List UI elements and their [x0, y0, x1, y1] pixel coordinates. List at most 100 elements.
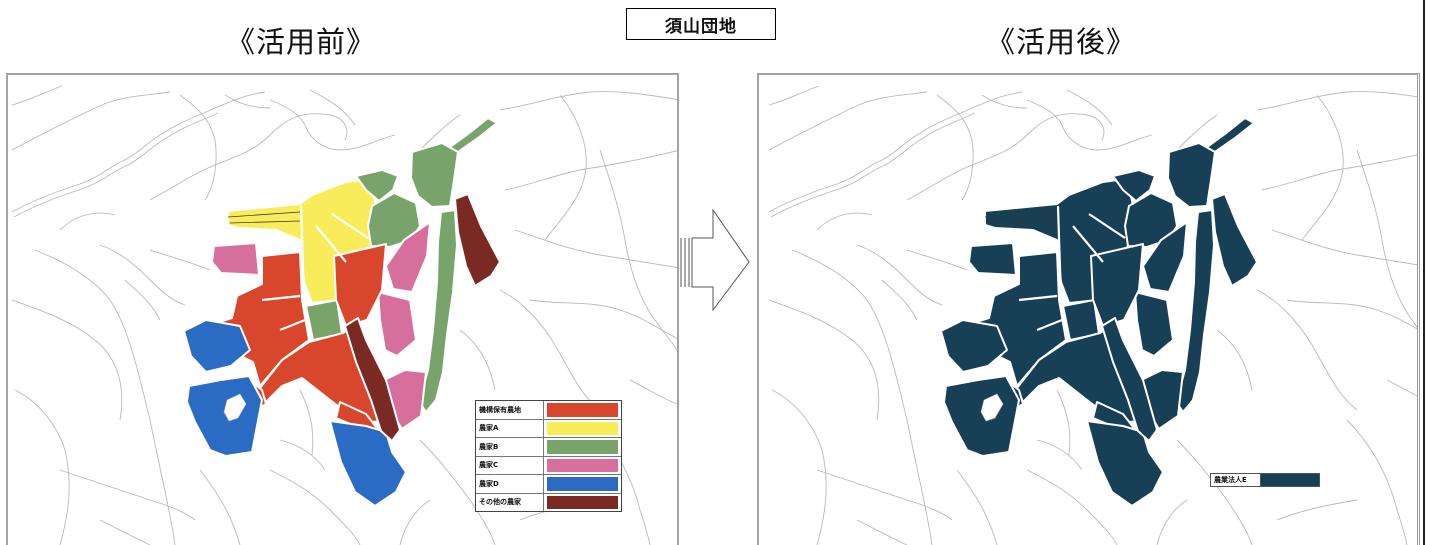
map-inner-road — [299, 205, 306, 301]
map-road-line — [1056, 389, 1071, 456]
page-edge-line — [1423, 0, 1425, 545]
parcel-farmer-b — [418, 209, 458, 413]
legend-row: その他の農家 — [476, 492, 621, 511]
map-road-line — [1386, 379, 1417, 397]
map-road-line — [149, 249, 211, 271]
map-after — [768, 85, 1417, 545]
parcel-farmer-d — [186, 375, 263, 457]
map-road-line — [504, 150, 677, 191]
map-road-line — [1036, 439, 1083, 471]
legend-swatch — [547, 458, 618, 472]
map-road-line — [1216, 329, 1253, 391]
map-road-line — [856, 519, 908, 545]
map-road-line — [224, 94, 271, 109]
map-road-line — [768, 91, 1023, 213]
map-road-line — [11, 85, 63, 106]
map-road-line — [99, 519, 151, 545]
map-road-line — [1356, 149, 1417, 328]
map-road-line — [906, 249, 968, 271]
parcel-farmer-d — [329, 420, 407, 507]
map-road-line — [544, 94, 587, 241]
map-road-line — [1271, 229, 1417, 266]
map-road-line — [599, 149, 677, 351]
map-road-line — [149, 113, 348, 201]
map-road-line — [229, 220, 301, 224]
legend-swatch — [547, 421, 618, 435]
legend-row: 農家D — [476, 474, 621, 493]
map-road-line — [1176, 114, 1218, 151]
map-road-line — [1286, 299, 1417, 330]
parcel-corporation-e — [943, 375, 1020, 457]
map-road-line — [1256, 289, 1358, 411]
parcel-other-farmers — [454, 193, 501, 287]
map-inner-road — [279, 318, 306, 332]
parcel-corporation-e — [940, 319, 1008, 373]
map-road-line — [499, 91, 677, 111]
legend-swatch — [1261, 474, 1319, 486]
map-road-line — [768, 85, 820, 106]
parcel-other-farmers — [344, 317, 401, 442]
map-road-line — [11, 299, 123, 421]
map-road-line — [856, 244, 943, 306]
map-road-line — [816, 212, 873, 231]
map-inner-road — [1018, 294, 1058, 302]
map-road-line — [816, 469, 953, 521]
parcel-corporation-e — [1101, 317, 1158, 442]
parcel-farmer-c — [385, 221, 431, 293]
parcel-corporation-e — [1167, 142, 1216, 208]
map-inner-road — [331, 213, 369, 239]
map-before — [11, 85, 677, 545]
parcel-corporation-e — [1175, 209, 1215, 413]
legend-label: 農家C — [476, 456, 544, 474]
legend-row: 農家A — [476, 418, 621, 437]
parcel-farmer-b — [410, 142, 459, 208]
map-after-frame: 農業法人E — [757, 73, 1420, 545]
map-road-line — [768, 91, 928, 151]
area-label: 須山団地 — [665, 16, 737, 37]
map-road-line — [179, 94, 217, 201]
area-label-box: 須山団地 — [626, 8, 776, 40]
map-road-line — [99, 244, 186, 306]
legend-swatch — [547, 403, 618, 417]
map-road-line — [399, 499, 431, 545]
map-road-line — [199, 469, 241, 545]
map-road-line — [299, 389, 314, 456]
parcel-rights-land — [333, 243, 387, 327]
map-road-line — [1156, 499, 1188, 545]
map-road-line — [906, 113, 1105, 201]
map-road-line — [770, 112, 976, 218]
map-road-line — [269, 469, 361, 545]
parcel-corporation-e — [1202, 117, 1255, 153]
parcel-corporation-e — [1112, 169, 1156, 202]
map-road-line — [529, 299, 677, 339]
map-inner-road — [1036, 318, 1063, 332]
map-road-line — [11, 91, 266, 213]
map-road-line — [514, 229, 677, 268]
parcel-farmer-b — [445, 117, 498, 153]
parcel-farmer-d — [183, 319, 251, 373]
map-road-line — [936, 94, 974, 201]
map-road-line — [459, 329, 496, 391]
map-road-line — [984, 211, 1058, 218]
parcel-farmer-c — [211, 242, 260, 276]
title-after: 《活用後》 — [986, 25, 1137, 59]
legend-swatch — [547, 495, 618, 509]
map-road-line — [499, 289, 601, 411]
map-road-line — [1066, 89, 1113, 126]
map-road-line — [34, 249, 176, 545]
legend-row: 農家C — [476, 455, 621, 474]
parcel-corporation-e — [1090, 243, 1144, 327]
map-inner-road — [261, 294, 301, 302]
parcel-corporation-e — [1134, 291, 1174, 357]
legend-swatch — [547, 440, 618, 454]
map-road-line — [279, 439, 326, 471]
map-road-line — [771, 389, 827, 545]
legend-label: 農家D — [476, 475, 544, 493]
parcel-farmer-c — [377, 291, 417, 357]
legend-label: 農家B — [476, 438, 544, 456]
map-road-line — [124, 279, 161, 321]
legend-row: 機構保有農地 — [476, 401, 621, 419]
parcel-farmer-b — [355, 169, 399, 202]
map-road-line — [791, 249, 933, 545]
map-road-line — [59, 469, 196, 521]
